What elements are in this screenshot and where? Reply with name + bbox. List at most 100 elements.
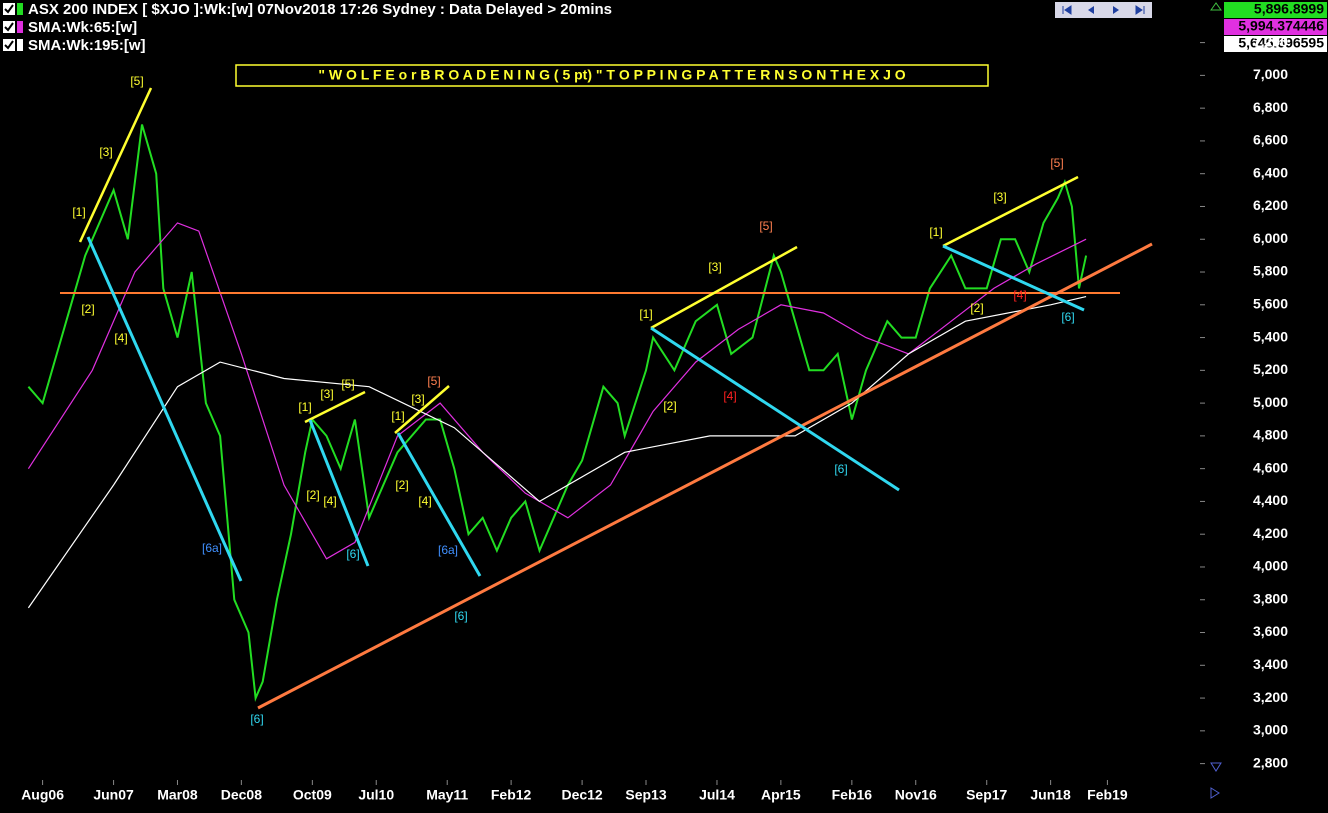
cyan-line [308,419,370,567]
annotation: [4] [323,494,336,508]
trend-lines [60,87,1153,710]
series-line [27,222,1087,560]
yellow-line [650,245,798,330]
plot-area [27,124,1088,702]
x-tick-label: Dec12 [561,787,602,803]
series-line [27,124,1088,702]
annotation: [2] [81,302,94,316]
y-tick-label: 4,800 [1253,427,1288,443]
annotation: [2] [395,478,408,492]
y-tick-label: 3,000 [1253,722,1288,738]
scroll-up[interactable] [1210,2,1222,11]
x-tick-label: Aug06 [21,787,64,803]
annotation: [1] [298,400,311,414]
y-tick-label: 7,200 [1253,33,1288,49]
annotation: [4] [1013,288,1026,302]
x-tick-label: Apr15 [761,787,801,803]
support-line [257,242,1153,710]
last-value-box [1224,36,1327,52]
legend: ASX 200 INDEX [ $XJO ]:Wk:[w] 07Nov2018 … [3,1,1327,54]
chart-title: " W O L F E o r B R O A D E N I N G ( 5 … [318,67,905,83]
annotation: [6] [346,547,359,561]
y-tick-label: 6,200 [1253,197,1288,213]
legend-label: SMA:Wk:195:[w] [28,37,146,54]
cyan-line [396,432,482,577]
annotation: [6] [834,462,847,476]
legend-check [4,4,14,14]
nav-prev[interactable] [1088,6,1094,14]
annotation: [3] [411,392,424,406]
y-tick-label: 5,000 [1253,394,1288,410]
y-tick-label: 6,000 [1253,230,1288,246]
x-tick-label: Jun07 [93,787,134,803]
last-value-label: 5,645.696595 [1238,35,1324,51]
x-tick-label: Feb19 [1087,787,1128,803]
x-tick-label: Sep17 [966,787,1007,803]
cyan-line [942,244,1085,312]
cyan-line [86,236,243,582]
series-line [27,296,1087,609]
y-tick-label: 4,600 [1253,459,1288,475]
yellow-line [304,390,366,424]
yellow-line [78,87,153,243]
annotation: [1] [929,225,942,239]
cyan-line [650,326,900,492]
annotation: [6] [454,609,467,623]
annotation: [2] [306,488,319,502]
annotation: [3] [99,145,112,159]
x-tick-label: Feb12 [491,787,532,803]
y-tick-label: 7,000 [1253,66,1288,82]
annotation: [6a] [438,543,458,557]
annotation: [3] [993,190,1006,204]
legend-swatch [17,21,23,33]
annotation: [2] [970,301,983,315]
y-tick-label: 4,200 [1253,525,1288,541]
x-tick-label: Oct09 [293,787,332,803]
annotation: [5] [759,219,772,233]
x-tick-label: Jun18 [1030,787,1071,803]
y-tick-label: 5,800 [1253,263,1288,279]
y-tick-label: 3,600 [1253,623,1288,639]
nav-last[interactable] [1135,5,1145,15]
y-tick-label: 6,400 [1253,164,1288,180]
legend-label: SMA:Wk:65:[w] [28,19,137,36]
annotation: [1] [639,307,652,321]
yellow-line [394,385,450,434]
scroll-right[interactable] [1210,787,1220,799]
y-tick-label: 6,600 [1253,132,1288,148]
legend-check [4,40,14,50]
last-value-label: 5,994.374446 [1238,18,1324,34]
last-value-label: 5,896.8999 [1254,1,1324,17]
annotation: [5] [341,377,354,391]
title-box [235,64,989,87]
scroll-down[interactable] [1210,762,1222,772]
annotation: [5] [1050,156,1063,170]
nav-next[interactable] [1113,6,1119,14]
x-tick-label: Feb16 [832,787,873,803]
annotation: [1] [391,409,404,423]
nav-bar [1055,2,1152,18]
annotation: [3] [708,260,721,274]
y-tick-label: 4,000 [1253,558,1288,574]
x-tick-label: Mar08 [157,787,198,803]
last-value-box [1224,19,1327,35]
legend-check [4,22,14,32]
y-tick-label: 3,400 [1253,656,1288,672]
annotation: [4] [723,389,736,403]
y-tick-label: 5,400 [1253,328,1288,344]
nav-first[interactable] [1062,5,1072,15]
legend-swatch [17,3,23,15]
annotation: [6a] [202,541,222,555]
annotation: [4] [418,494,431,508]
annotations: [5] [3] [1] [2] [4] [1] [3] [5] [2] [4] … [72,74,1074,726]
y-tick-label: 5,600 [1253,295,1288,311]
last-value-box [1224,2,1327,18]
annotation: [1] [72,205,85,219]
nav-buttons [1055,2,1222,799]
y-tick-label: 4,400 [1253,492,1288,508]
x-tick-label: Dec08 [221,787,262,803]
x-tick-label: Sep13 [625,787,666,803]
x-tick-label: Jul10 [358,787,394,803]
annotation: [4] [114,331,127,345]
